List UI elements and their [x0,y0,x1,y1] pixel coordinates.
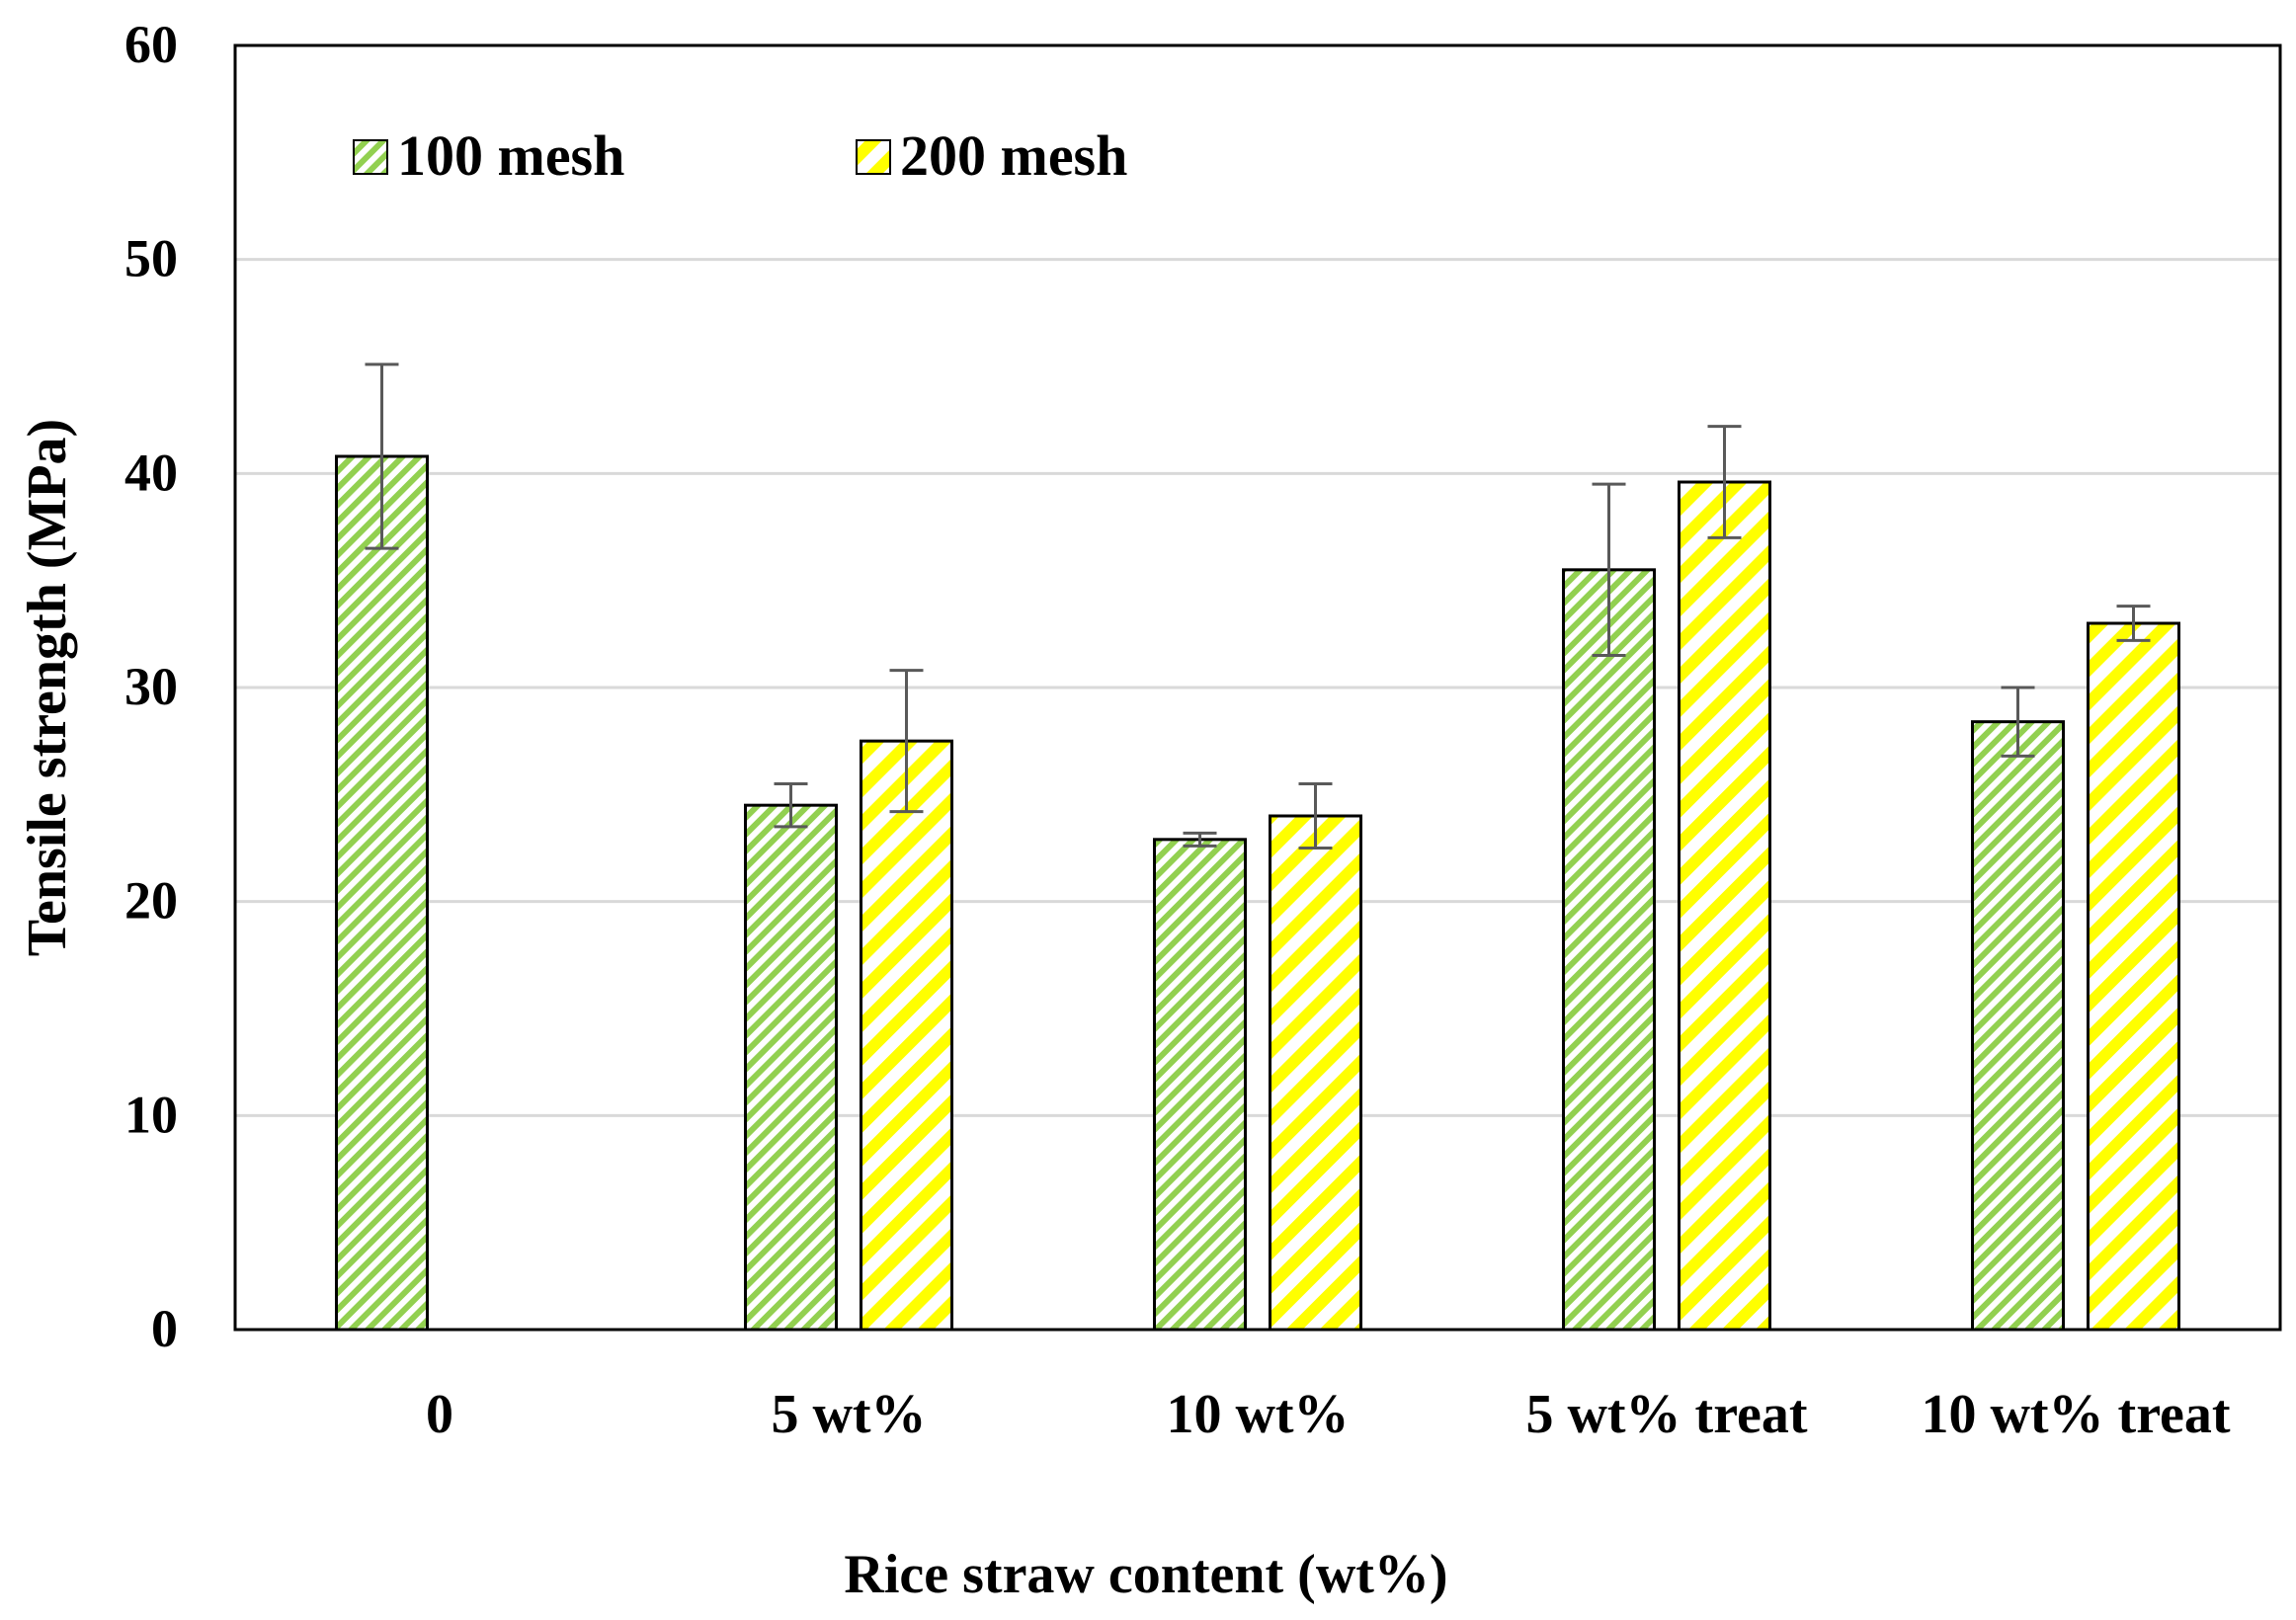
x-tick-label: 5 wt% treat [1525,1384,1807,1445]
x-tick-label: 10 wt% [1166,1384,1349,1445]
y-axis-ticks: 0 10 20 30 40 50 60 [124,15,178,1358]
x-tick-label: 0 [426,1384,453,1445]
y-axis-title: Tensile strength (MPa) [17,419,78,956]
x-axis-title: Rice straw content (wt%) [844,1544,1447,1605]
legend-label-200-mesh: 200 mesh [900,123,1127,188]
bar-100-mesh-2 [1153,838,1247,1332]
legend: 100 mesh 200 mesh [353,123,1127,188]
bar-100-mesh-1 [744,803,838,1332]
error-bar-200-mesh-1 [889,669,924,814]
bar-100-mesh-0 [335,454,429,1332]
bar-200-mesh-2 [1269,814,1362,1332]
gridlines [235,258,2280,1117]
bar-200-mesh-4 [2087,621,2180,1332]
y-tick-label: 20 [124,871,178,931]
bar-200-mesh-1 [860,739,953,1332]
legend-swatch-100-mesh [353,139,388,175]
error-bar-200-mesh-4 [2116,605,2151,642]
error-bar-100-mesh-2 [1183,831,1217,848]
bar-100-mesh-3 [1562,568,1656,1332]
y-tick-label: 30 [124,657,178,716]
error-bar-100-mesh-4 [2001,686,2035,758]
y-tick-label: 60 [124,15,178,74]
error-bar-100-mesh-0 [365,363,399,550]
error-bar-200-mesh-2 [1298,782,1333,850]
y-tick-label: 50 [124,229,178,288]
error-bar-100-mesh-3 [1592,482,1626,657]
plot-area-frame [233,43,2282,1332]
legend-swatch-200-mesh [856,139,891,175]
y-tick-label: 10 [124,1085,178,1144]
x-tick-label: 10 wt% treat [1921,1384,2230,1445]
y-tick-label: 0 [151,1299,178,1358]
bar-100-mesh-4 [1971,720,2065,1332]
bar-200-mesh-3 [1678,480,1771,1332]
error-bar-200-mesh-3 [1707,425,1742,539]
x-axis-categories: 0 5 wt% 10 wt% 5 wt% treat 10 wt% treat [426,1384,2231,1445]
bars [335,454,2180,1332]
error-bars [365,363,2151,850]
error-bar-100-mesh-1 [774,782,808,829]
y-tick-label: 40 [124,443,178,502]
x-tick-label: 5 wt% [771,1384,926,1445]
legend-label-100-mesh: 100 mesh [397,123,624,188]
